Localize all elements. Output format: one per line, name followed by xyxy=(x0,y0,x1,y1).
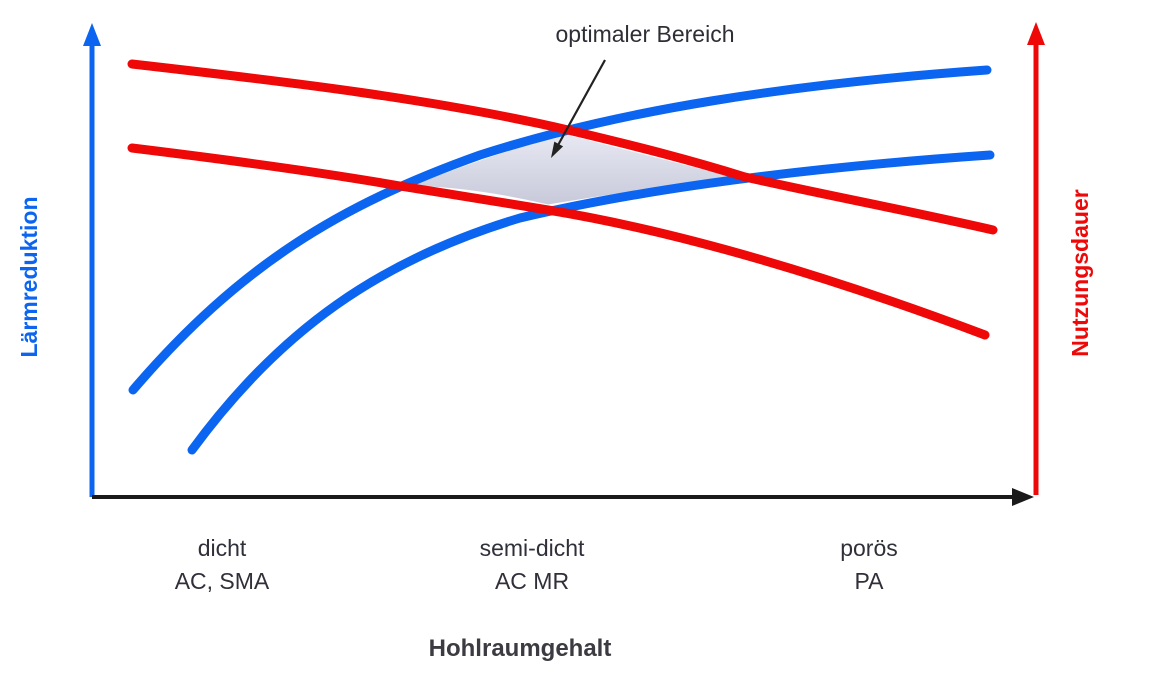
category-dicht-mixes: AC, SMA xyxy=(175,568,270,594)
category-poroes-mixes: PA xyxy=(855,568,885,594)
x-axis-arrow-icon xyxy=(1012,488,1034,506)
y-left-axis-label: Lärmreduktion xyxy=(16,196,42,357)
curve-nutzungsdauer-3 xyxy=(127,143,990,340)
category-dicht-name: dicht xyxy=(198,535,247,561)
category-semi-dicht-mixes: AC MR xyxy=(495,568,569,594)
category-semi-dicht: semi-dicht AC MR xyxy=(480,535,585,594)
curves-layer xyxy=(127,59,998,455)
category-poroes: porös PA xyxy=(840,535,898,594)
curve-laermreduktion-1 xyxy=(187,150,995,455)
y-axis-right-arrow-icon xyxy=(1027,22,1045,45)
x-axis-title: Hohlraumgehalt xyxy=(429,635,612,662)
category-semi-dicht-name: semi-dicht xyxy=(480,535,585,561)
y-right-axis-label: Nutzungsdauer xyxy=(1067,189,1093,356)
annotation-arrow-head-icon xyxy=(551,141,564,158)
annotation-label: optimaler Bereich xyxy=(556,21,735,47)
category-dicht: dicht AC, SMA xyxy=(175,535,270,594)
curve-nutzungsdauer-2 xyxy=(127,59,998,235)
annotation-arrow-line xyxy=(556,59,606,148)
category-poroes-name: porös xyxy=(840,535,898,561)
y-axis-left-arrow-icon xyxy=(83,23,101,46)
curve-laermreduktion-0 xyxy=(128,65,992,395)
